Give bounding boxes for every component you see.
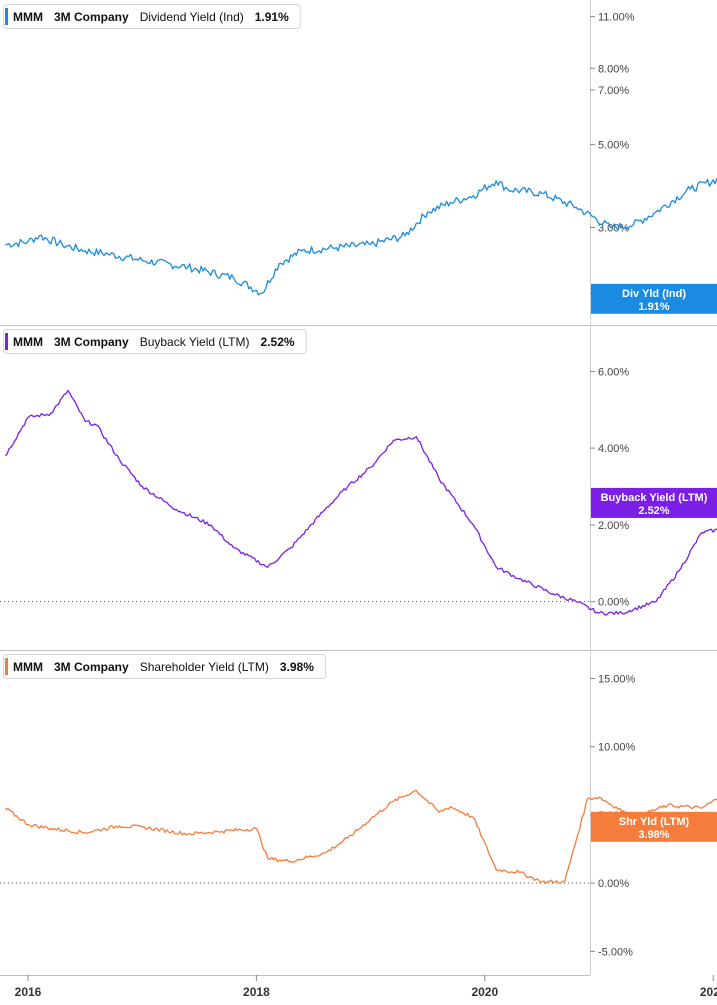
series-line [5, 177, 717, 296]
chart-panel-3: 15.00%10.00%5.00%0.00%-5.00%Shr Yld (LTM… [0, 650, 717, 975]
y-tick-label: 4.00% [598, 443, 629, 455]
legend-color-swatch [5, 8, 8, 25]
y-tick-label: 11.00% [598, 12, 635, 24]
x-tick-label: 2020 [471, 985, 498, 999]
y-tick-label: 0.00% [598, 597, 629, 609]
y-tick-label: 2.00% [598, 520, 629, 532]
legend-metric: Dividend Yield (Ind) [140, 10, 244, 24]
legend-company: 3M Company [54, 10, 129, 24]
x-tick-label: 2022 [700, 985, 717, 999]
legend-company: 3M Company [54, 335, 129, 349]
x-axis: 20162018202020222024 [0, 975, 717, 999]
legend-value: 3.98% [280, 660, 314, 674]
end-label-title: Div Yld (Ind) [622, 288, 686, 300]
y-tick-label: 6.00% [598, 366, 629, 378]
end-value-label: Buyback Yield (LTM)2.52% [591, 487, 717, 518]
end-label-value: 3.98% [638, 829, 669, 841]
legend: MMM 3M Company Buyback Yield (LTM) 2.52% [3, 329, 307, 354]
end-value-label: Div Yld (Ind)1.91% [591, 283, 717, 314]
legend: MMM 3M Company Dividend Yield (Ind) 1.91% [3, 4, 301, 29]
y-tick-label: 7.00% [598, 85, 629, 97]
y-tick-label: 0.00% [598, 878, 629, 890]
end-label-title: Buyback Yield (LTM) [601, 492, 708, 504]
chart-panel-2: 6.00%4.00%2.00%0.00%Buyback Yield (LTM)2… [0, 325, 717, 650]
y-tick-label: 8.00% [598, 63, 629, 75]
y-tick-label: -5.00% [598, 946, 633, 958]
y-tick-label: 5.00% [598, 140, 629, 152]
legend-box [3, 4, 301, 29]
legend: MMM 3M Company Shareholder Yield (LTM) 3.98… [3, 654, 326, 679]
chart-panel-1: 11.00%8.00%7.00%5.00%3.00%2.00%Div Yld (… [3, 0, 717, 325]
legend-ticker: MMM [13, 335, 43, 349]
legend-metric: Shareholder Yield (LTM) [140, 660, 269, 674]
end-value-label: Shr Yld (LTM)3.98% [591, 811, 717, 842]
x-tick-label: 2018 [243, 985, 270, 999]
legend-ticker: MMM [13, 10, 43, 24]
panels-layer: 11.00%8.00%7.00%5.00%3.00%2.00%Div Yld (… [0, 0, 717, 975]
series-line [4, 789, 717, 884]
series-line [4, 389, 717, 616]
end-label-title: Shr Yld (LTM) [619, 816, 690, 828]
end-value-label-bg [591, 811, 717, 842]
end-label-value: 2.52% [638, 505, 669, 517]
end-value-label-bg [591, 283, 717, 314]
legend-ticker: MMM [13, 660, 43, 674]
legend-color-swatch [5, 658, 8, 675]
legend-company: 3M Company [54, 660, 129, 674]
legend-metric: Buyback Yield (LTM) [140, 335, 250, 349]
legend-box [3, 654, 326, 679]
legend-value: 2.52% [261, 335, 295, 349]
end-value-label-bg [591, 487, 717, 518]
end-label-value: 1.91% [638, 301, 669, 313]
x-tick-label: 2016 [15, 985, 42, 999]
legend-value: 1.91% [255, 10, 289, 24]
y-tick-label: 10.00% [598, 742, 636, 754]
legend-box [3, 329, 307, 354]
y-tick-label: 15.00% [598, 673, 636, 685]
legend-color-swatch [5, 333, 8, 350]
